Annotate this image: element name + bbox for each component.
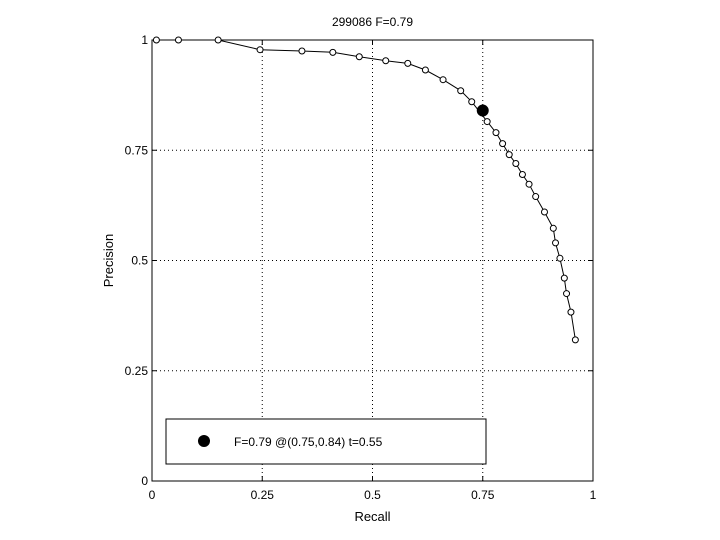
legend: F=0.79 @(0.75,0.84) t=0.55 — [165, 418, 487, 465]
y-tick-label: 1 — [141, 33, 148, 47]
data-point — [329, 48, 337, 56]
data-point — [505, 151, 513, 159]
x-tick-label: 0 — [149, 488, 156, 502]
chart-title: 299086 F=0.79 — [332, 15, 413, 29]
axis-ticks: 0 0.25 0.5 0.75 1 0 0.25 0.5 0.75 1 — [125, 33, 597, 502]
x-tick-label: 0.75 — [471, 488, 495, 502]
data-point — [540, 208, 548, 216]
data-point — [174, 36, 182, 44]
y-tick-label: 0.25 — [125, 364, 149, 378]
data-point — [421, 66, 429, 74]
y-tick-label: 0 — [141, 474, 148, 488]
data-point — [560, 274, 568, 282]
data-point — [483, 118, 491, 126]
data-point — [152, 36, 160, 44]
data-point — [492, 129, 500, 137]
legend-box — [165, 418, 487, 465]
y-axis-label: Precision — [101, 234, 116, 287]
data-point — [499, 140, 507, 148]
series-layer — [152, 36, 579, 344]
data-point — [525, 180, 533, 188]
legend-marker — [198, 435, 210, 447]
best-f-point — [476, 104, 489, 117]
data-point — [355, 53, 363, 61]
data-point — [571, 336, 579, 344]
data-point — [404, 59, 412, 67]
data-point — [382, 57, 390, 65]
data-point — [256, 46, 264, 54]
x-tick-label: 0.5 — [364, 488, 381, 502]
data-point — [549, 224, 557, 232]
y-tick-label: 0.5 — [131, 254, 148, 268]
x-axis-label: Recall — [354, 509, 390, 524]
data-point — [298, 47, 306, 55]
y-tick-label: 0.75 — [125, 143, 149, 157]
grid-lines — [152, 40, 593, 481]
data-point — [563, 290, 571, 298]
data-point — [532, 193, 540, 201]
data-point — [457, 87, 465, 95]
data-point — [214, 36, 222, 44]
data-point — [567, 308, 575, 316]
data-point — [512, 159, 520, 167]
data-point — [439, 76, 447, 84]
data-point — [552, 239, 560, 247]
data-point — [468, 98, 476, 106]
data-point — [518, 171, 526, 179]
legend-label: F=0.79 @(0.75,0.84) t=0.55 — [234, 435, 383, 449]
x-tick-label: 1 — [590, 488, 597, 502]
x-tick-label: 0.25 — [251, 488, 275, 502]
data-point — [556, 254, 564, 262]
